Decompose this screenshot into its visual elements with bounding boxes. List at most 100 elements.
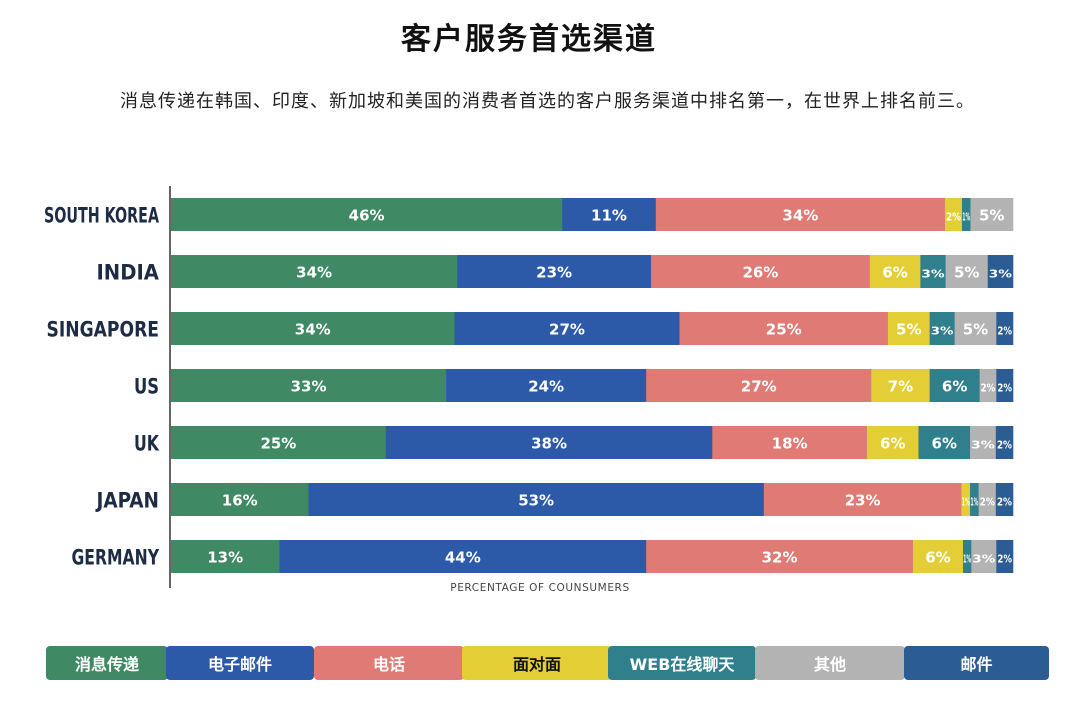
data-label: 3% <box>931 325 954 338</box>
data-label: 53% <box>518 492 554 510</box>
legend-item: 消息传递 <box>46 646 168 680</box>
data-label: 23% <box>845 492 881 510</box>
bar-segment <box>171 483 309 516</box>
data-label: 1% <box>963 553 971 566</box>
data-label: 34% <box>295 321 331 339</box>
data-label: 6% <box>925 549 950 567</box>
data-label: 23% <box>536 264 572 282</box>
chart-subtitle: 消息传递在韩国、印度、新加坡和美国的消费者首选的客户服务渠道中排名第一，在世界上… <box>120 91 975 112</box>
bar-segment <box>970 198 1014 231</box>
data-label: 2% <box>946 211 961 224</box>
bar-segment <box>171 198 563 231</box>
bar-segment <box>970 483 979 516</box>
data-label: 5% <box>896 321 921 339</box>
data-label: 5% <box>954 264 979 282</box>
bar-segment <box>978 483 997 516</box>
data-label: 16% <box>222 492 258 510</box>
data-label: 38% <box>531 435 567 453</box>
data-label: 3% <box>971 439 995 452</box>
data-label: 6% <box>942 378 967 396</box>
data-label: 2% <box>997 325 1012 338</box>
data-label: 34% <box>296 264 332 282</box>
bar-segment <box>961 198 971 231</box>
bar-segment <box>918 426 971 459</box>
bar-segment <box>995 483 1014 516</box>
data-label: 6% <box>932 435 957 453</box>
data-label: 25% <box>260 435 296 453</box>
bar-segment <box>763 483 962 516</box>
bar-segment <box>646 540 914 573</box>
bar-segment <box>912 540 964 573</box>
bar-segment <box>869 255 921 288</box>
bar-segment <box>871 369 930 402</box>
bar-segment <box>929 369 980 402</box>
data-label: 3% <box>972 553 995 566</box>
category-label: US <box>134 375 159 399</box>
bar-segment <box>996 312 1014 345</box>
bar-segment <box>679 312 889 345</box>
category-label: UK <box>134 432 160 456</box>
legend-item: WEB在线聊天 <box>608 646 756 680</box>
bar-segment <box>171 255 458 288</box>
bar-segment <box>279 540 647 573</box>
bar-segment <box>962 540 972 573</box>
bar-segment <box>457 255 652 288</box>
data-label: 33% <box>291 378 327 396</box>
data-label: 2% <box>997 382 1012 395</box>
data-label: 11% <box>591 207 627 225</box>
data-label: 7% <box>888 378 913 396</box>
data-label: 3% <box>989 268 1012 281</box>
bar-segment <box>961 483 971 516</box>
data-label: 6% <box>882 264 907 282</box>
data-label: 2% <box>997 496 1012 509</box>
bar-segment <box>454 312 680 345</box>
bar-segment <box>996 540 1014 573</box>
x-axis-label: PERCENTAGE OF COUNSUMERS <box>450 582 629 594</box>
bar-segment <box>987 255 1014 288</box>
bar-segment <box>944 198 963 231</box>
bar-segment <box>954 312 997 345</box>
category-label: SOUTH KOREA <box>44 204 159 228</box>
data-label: 2% <box>980 496 995 509</box>
bar-segment <box>970 426 997 459</box>
bar-segment <box>446 369 647 402</box>
category-label: JAPAN <box>95 489 159 513</box>
data-label: 6% <box>880 435 905 453</box>
data-label: 44% <box>445 549 481 567</box>
category-label: GERMANY <box>72 546 160 570</box>
legend-item: 面对面 <box>462 646 612 680</box>
bar-segment <box>971 540 997 573</box>
data-label: 46% <box>349 207 385 225</box>
chart-title: 客户服务首选渠道 <box>401 22 657 57</box>
bar-segment <box>929 312 955 345</box>
data-label: 1% <box>962 211 970 224</box>
data-label: 2% <box>981 382 996 395</box>
data-label: 24% <box>528 378 564 396</box>
data-label: 27% <box>549 321 585 339</box>
bar-segment <box>920 255 946 288</box>
bar-segment <box>712 426 868 459</box>
bar-segment <box>996 369 1014 402</box>
legend-item: 电子邮件 <box>166 646 314 680</box>
bar-segment <box>979 369 997 402</box>
bar-segment <box>646 369 872 402</box>
bar-segment <box>171 426 387 459</box>
bar-segment <box>945 255 989 288</box>
bar-segment <box>995 426 1014 459</box>
data-label: 13% <box>207 549 243 567</box>
bar-segment <box>308 483 765 516</box>
data-label: 5% <box>979 207 1004 225</box>
data-label: 5% <box>963 321 988 339</box>
legend-item: 其他 <box>755 646 905 680</box>
bar-segment <box>562 198 657 231</box>
data-label: 26% <box>742 264 778 282</box>
bar-segment <box>650 255 871 288</box>
category-label: SINGAPORE <box>47 318 160 342</box>
data-label: 34% <box>782 207 818 225</box>
data-label: 3% <box>921 268 944 281</box>
bar-segment <box>385 426 713 459</box>
data-label: 25% <box>766 321 802 339</box>
data-label: 1% <box>970 496 978 509</box>
legend-item: 邮件 <box>904 646 1049 680</box>
